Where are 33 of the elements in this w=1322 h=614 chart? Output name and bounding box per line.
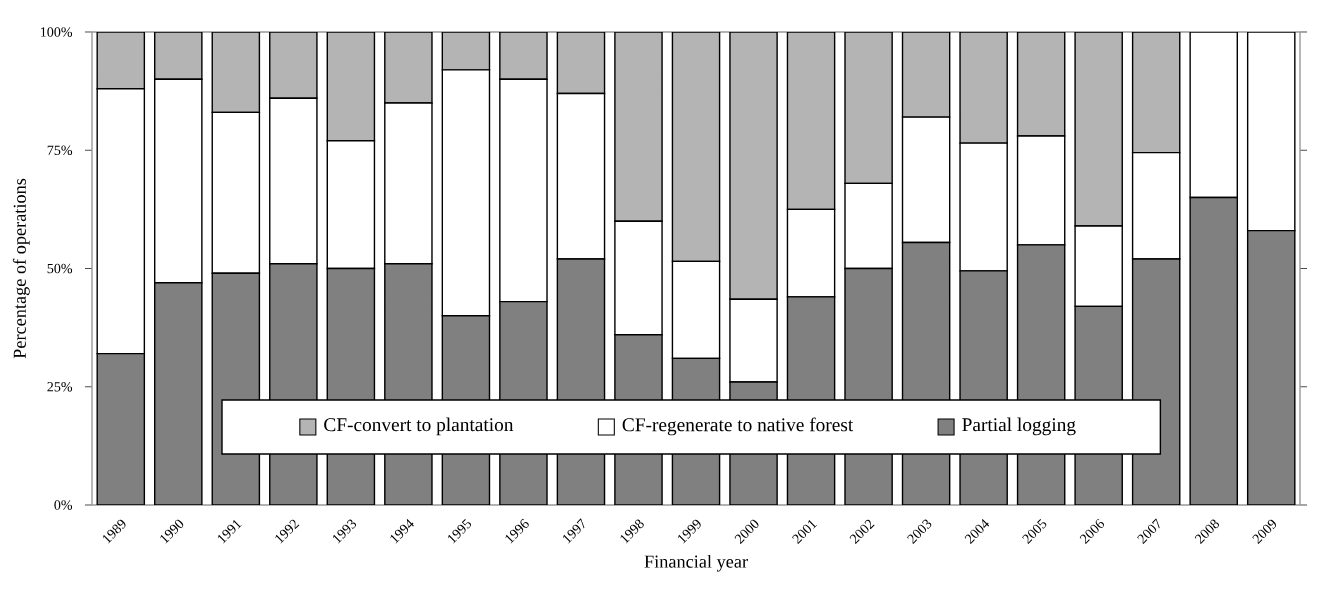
bar (499, 32, 548, 81)
bar (96, 352, 146, 505)
bar (269, 32, 318, 99)
bar (1189, 196, 1239, 505)
legend-label: CF-convert to plantation (324, 417, 514, 436)
bar (154, 32, 203, 81)
bar (959, 32, 1008, 144)
x-axis-title: Financial year (644, 554, 748, 572)
legend-label: CF-regenerate to native forest (622, 417, 854, 436)
bar (1016, 32, 1066, 137)
bar (729, 32, 778, 300)
y-tick-label: 100% (40, 27, 73, 37)
bar (901, 32, 951, 118)
y-tick-label: 50% (47, 263, 73, 274)
y-tick-label: 25% (47, 381, 73, 392)
y-axis-title: Percentage of operations (12, 178, 30, 359)
y-tick-label: 75% (47, 145, 73, 155)
bar (1074, 32, 1123, 227)
bar (154, 281, 203, 505)
bar (556, 32, 606, 95)
bar (326, 32, 376, 142)
legend-label: Partial logging (962, 417, 1076, 436)
bar (786, 32, 836, 211)
bar (614, 32, 663, 222)
bar (441, 32, 491, 71)
bar (671, 32, 721, 263)
bar (1246, 229, 1296, 505)
bar (844, 32, 893, 185)
bar (1131, 32, 1181, 154)
bar (384, 32, 433, 104)
bar (211, 32, 261, 114)
bar (96, 32, 146, 90)
y-tick-label: 0% (54, 500, 73, 510)
